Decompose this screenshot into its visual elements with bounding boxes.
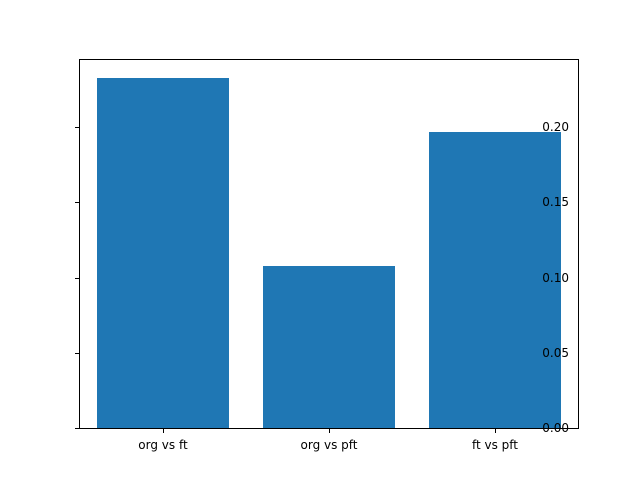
y-tick-mark xyxy=(75,202,79,204)
x-tick-mark xyxy=(163,429,164,433)
bar-ft-vs-pft xyxy=(428,131,562,428)
y-tick-mark xyxy=(75,277,79,279)
x-tick-mark xyxy=(495,429,496,433)
x-tick-label: org vs ft xyxy=(138,438,188,452)
y-tick-label: 0.00 xyxy=(542,421,569,435)
y-tick-mark xyxy=(75,352,79,354)
bar-org-vs-ft xyxy=(96,77,230,428)
plot-area: 0.00 0.05 0.10 0.15 0.20 org vs ft org vs pft f… xyxy=(75,59,579,452)
x-tick-label: ft vs pft xyxy=(471,438,519,452)
bar-org-vs-pft xyxy=(262,265,396,428)
x-tick-label: org vs pft xyxy=(300,438,358,452)
y-tick-mark xyxy=(75,428,79,429)
y-tick-label: 0.05 xyxy=(542,345,569,360)
y-tick-label: 0.10 xyxy=(542,270,569,285)
y-tick-label: 0.15 xyxy=(542,195,569,210)
y-tick-mark xyxy=(75,127,79,129)
x-tick-mark xyxy=(329,429,330,433)
y-tick-label: 0.20 xyxy=(542,120,569,135)
